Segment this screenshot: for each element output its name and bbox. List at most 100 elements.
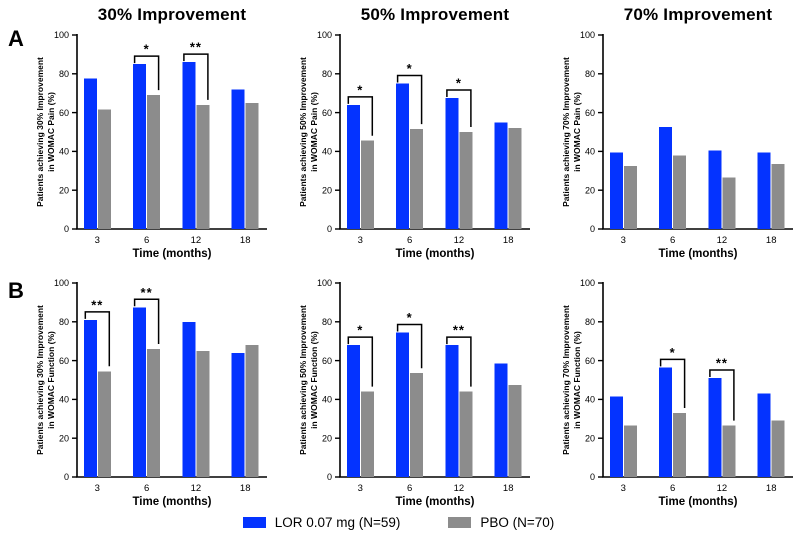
svg-text:6: 6 bbox=[407, 235, 412, 246]
svg-text:100: 100 bbox=[54, 30, 69, 40]
legend-label-lor: LOR 0.07 mg (N=59) bbox=[274, 515, 401, 530]
column-title-70pct: 70% Improvement bbox=[623, 5, 773, 24]
svg-text:3: 3 bbox=[358, 235, 363, 246]
svg-text:Time (months): Time (months) bbox=[658, 248, 737, 260]
svg-text:80: 80 bbox=[59, 69, 69, 79]
svg-text:12: 12 bbox=[454, 235, 465, 246]
svg-text:*: * bbox=[407, 310, 413, 325]
svg-text:100: 100 bbox=[317, 278, 332, 288]
svg-text:80: 80 bbox=[322, 317, 332, 327]
svg-text:Time (months): Time (months) bbox=[132, 496, 211, 508]
chart-womac-function-70pct: 0 20 40 60 80 100 Patients achieving 70% Impro… bbox=[561, 278, 793, 508]
svg-text:40: 40 bbox=[59, 395, 69, 405]
svg-text:40: 40 bbox=[322, 147, 332, 157]
panel-label-a: A bbox=[8, 26, 24, 51]
chart-womac-pain-50pct: 0 20 40 60 80 100 Patients achieving 50% Impro… bbox=[298, 30, 530, 260]
svg-text:100: 100 bbox=[317, 30, 332, 40]
svg-text:20: 20 bbox=[322, 185, 332, 195]
svg-text:6: 6 bbox=[144, 483, 149, 494]
svg-text:Time (months): Time (months) bbox=[658, 496, 737, 508]
svg-text:60: 60 bbox=[585, 108, 595, 118]
svg-text:**: ** bbox=[91, 297, 103, 312]
svg-text:100: 100 bbox=[54, 278, 69, 288]
svg-text:100: 100 bbox=[580, 30, 595, 40]
svg-text:20: 20 bbox=[59, 433, 69, 443]
svg-text:**: ** bbox=[716, 356, 728, 371]
svg-text:Patients achieving 50% Improve: Patients achieving 50% Improvementin WOM… bbox=[298, 57, 319, 207]
svg-text:12: 12 bbox=[717, 235, 728, 246]
svg-text:18: 18 bbox=[766, 483, 777, 494]
svg-text:80: 80 bbox=[322, 69, 332, 79]
svg-text:Time (months): Time (months) bbox=[395, 248, 474, 260]
svg-text:20: 20 bbox=[585, 185, 595, 195]
svg-text:0: 0 bbox=[64, 224, 69, 234]
legend-swatch-pbo-icon bbox=[448, 517, 472, 528]
svg-text:12: 12 bbox=[454, 483, 465, 494]
svg-text:6: 6 bbox=[407, 483, 412, 494]
svg-text:6: 6 bbox=[670, 483, 675, 494]
svg-text:Time (months): Time (months) bbox=[395, 496, 474, 508]
chart-womac-pain-70pct: 0 20 40 60 80 100 Patients achieving 70% Impro… bbox=[561, 30, 793, 260]
svg-text:60: 60 bbox=[59, 356, 69, 366]
svg-text:*: * bbox=[456, 76, 462, 91]
svg-text:60: 60 bbox=[322, 356, 332, 366]
svg-text:3: 3 bbox=[621, 235, 626, 246]
legend: LOR 0.07 mg (N=59) PBO (N=70) bbox=[0, 515, 797, 530]
svg-text:0: 0 bbox=[327, 472, 332, 482]
svg-text:20: 20 bbox=[322, 433, 332, 443]
svg-text:12: 12 bbox=[191, 483, 202, 494]
svg-text:0: 0 bbox=[590, 224, 595, 234]
svg-text:80: 80 bbox=[585, 69, 595, 79]
legend-label-pbo: PBO (N=70) bbox=[480, 515, 555, 530]
chart-womac-function-30pct: 0 20 40 60 80 100 Patients achieving 30% Impro… bbox=[35, 278, 267, 508]
svg-text:12: 12 bbox=[191, 235, 202, 246]
svg-text:60: 60 bbox=[59, 108, 69, 118]
svg-text:**: ** bbox=[453, 323, 465, 338]
svg-text:Patients achieving 30% Improve: Patients achieving 30% Improvementin WOM… bbox=[35, 57, 56, 207]
svg-text:**: ** bbox=[190, 40, 202, 55]
svg-text:80: 80 bbox=[59, 317, 69, 327]
svg-text:**: ** bbox=[141, 285, 153, 300]
legend-item-pbo: PBO (N=70) bbox=[448, 515, 554, 530]
svg-text:18: 18 bbox=[766, 235, 777, 246]
chart-womac-function-50pct: 0 20 40 60 80 100 Patients achieving 50% Impro… bbox=[298, 278, 530, 508]
svg-text:*: * bbox=[670, 345, 676, 360]
svg-text:*: * bbox=[407, 61, 413, 76]
svg-text:Time (months): Time (months) bbox=[132, 248, 211, 260]
column-title-30pct: 30% Improvement bbox=[97, 5, 247, 24]
svg-text:12: 12 bbox=[717, 483, 728, 494]
svg-text:*: * bbox=[357, 323, 363, 338]
svg-text:Patients achieving 30% Improve: Patients achieving 30% Improvementin WOM… bbox=[35, 305, 56, 455]
column-title-50pct: 50% Improvement bbox=[360, 5, 510, 24]
svg-text:6: 6 bbox=[144, 235, 149, 246]
svg-text:20: 20 bbox=[59, 185, 69, 195]
svg-text:Patients achieving 50% Improve: Patients achieving 50% Improvementin WOM… bbox=[298, 305, 319, 455]
svg-text:3: 3 bbox=[358, 483, 363, 494]
svg-text:0: 0 bbox=[64, 472, 69, 482]
svg-text:0: 0 bbox=[590, 472, 595, 482]
legend-swatch-lor-icon bbox=[242, 517, 266, 528]
svg-text:80: 80 bbox=[585, 317, 595, 327]
svg-text:40: 40 bbox=[585, 395, 595, 405]
svg-text:Patients achieving 70% Improve: Patients achieving 70% Improvementin WOM… bbox=[561, 57, 582, 207]
svg-text:40: 40 bbox=[322, 395, 332, 405]
svg-text:Patients achieving 70% Improve: Patients achieving 70% Improvementin WOM… bbox=[561, 305, 582, 455]
svg-text:6: 6 bbox=[670, 235, 675, 246]
svg-text:60: 60 bbox=[322, 108, 332, 118]
svg-text:40: 40 bbox=[59, 147, 69, 157]
svg-text:60: 60 bbox=[585, 356, 595, 366]
svg-text:40: 40 bbox=[585, 147, 595, 157]
svg-text:100: 100 bbox=[580, 278, 595, 288]
svg-text:18: 18 bbox=[503, 235, 514, 246]
svg-text:3: 3 bbox=[95, 235, 100, 246]
panel-label-b: B bbox=[8, 278, 24, 303]
svg-text:3: 3 bbox=[621, 483, 626, 494]
svg-text:3: 3 bbox=[95, 483, 100, 494]
svg-text:18: 18 bbox=[240, 483, 251, 494]
chart-womac-pain-30pct: 0 20 40 60 80 100 Patients achieving 30% Impro… bbox=[35, 30, 267, 260]
svg-text:*: * bbox=[144, 42, 150, 57]
svg-text:0: 0 bbox=[327, 224, 332, 234]
svg-text:20: 20 bbox=[585, 433, 595, 443]
legend-item-lor: LOR 0.07 mg (N=59) bbox=[242, 515, 401, 530]
